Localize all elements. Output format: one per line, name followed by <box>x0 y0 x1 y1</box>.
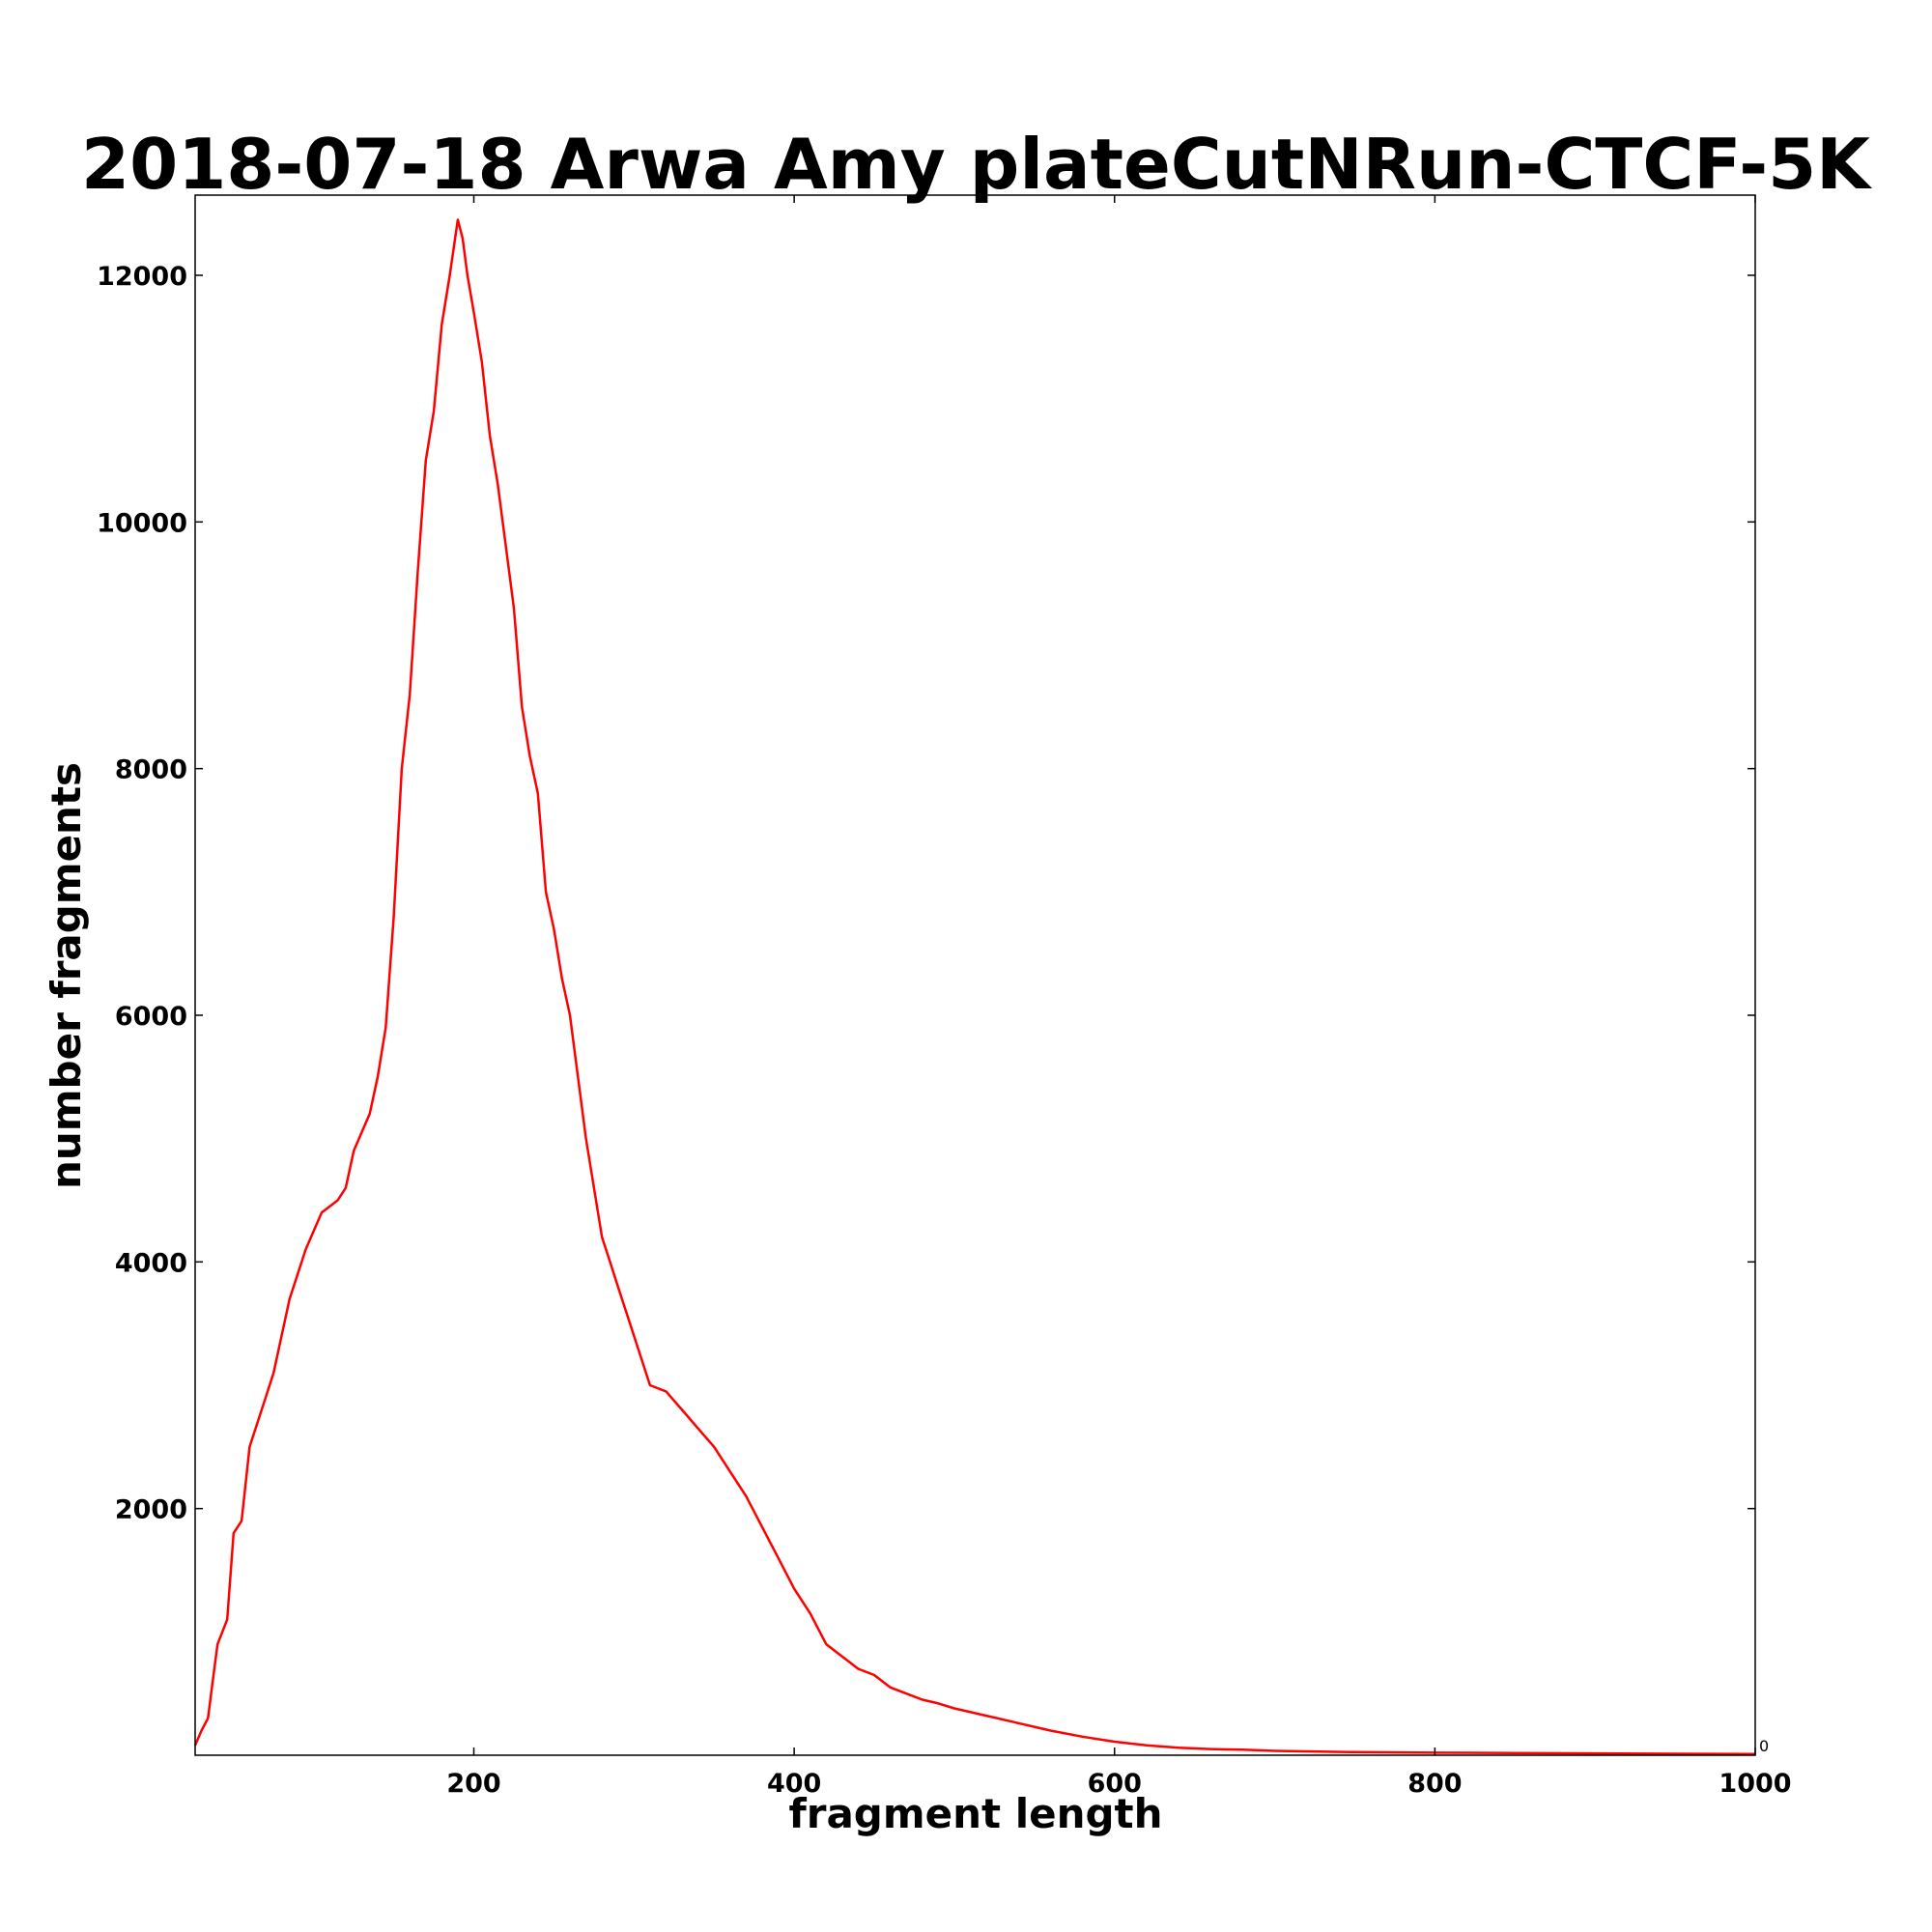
y-tick-label: 6000 <box>115 1002 187 1032</box>
y-tick-label: 10000 <box>97 508 187 538</box>
plot-area <box>193 218 1756 1755</box>
chart-title: 2018-07-18 Arwa Amy plateCutNRun-CTCF-5K <box>81 124 1872 205</box>
x-tick-label: 200 <box>446 1769 500 1799</box>
x-tick-label: 400 <box>767 1769 821 1799</box>
y-tick-label: 4000 <box>115 1248 187 1278</box>
x-tick-label: 600 <box>1088 1769 1142 1799</box>
series-line <box>193 218 1756 1755</box>
x-tick-label: 800 <box>1407 1769 1462 1799</box>
plot-frame <box>194 194 1756 1756</box>
y-axis: 2000 4000 6000 8000 10000 12000 <box>97 262 1755 1525</box>
y-tick-label: 8000 <box>115 755 187 785</box>
y-tick-label: 12000 <box>97 262 187 292</box>
x-axis: 200 400 600 800 1000 <box>446 195 1792 1799</box>
x-axis-label: fragment length <box>788 1790 1162 1837</box>
x-tick-label: 1000 <box>1719 1769 1791 1799</box>
y-tick-label: 2000 <box>115 1495 187 1525</box>
corner-zero-label: 0 <box>1759 1737 1769 1755</box>
y-axis-label: number fragments <box>43 762 90 1189</box>
